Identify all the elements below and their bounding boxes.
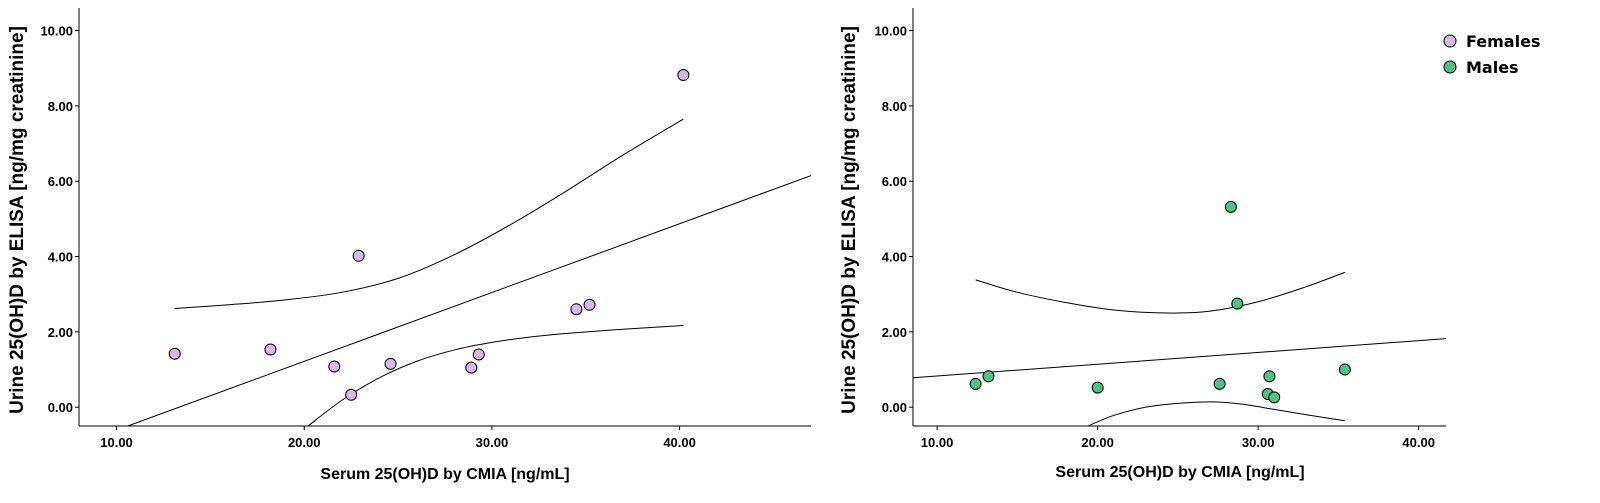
x-tick-label: 30.00 [476,435,509,450]
data-point-females [168,347,181,360]
y-tick-label: 0.00 [882,400,907,415]
data-point-males [1263,370,1276,383]
data-point-females [345,388,358,401]
data-point-males [1338,363,1351,376]
y-tick-label: 0.00 [48,400,73,415]
data-point-males [969,377,982,390]
ci-lower-curve [307,324,684,426]
data-point-females [328,360,341,373]
x-tick-label: 10.00 [100,435,133,450]
data-point-females [465,361,478,374]
y-tick-label: 2.00 [48,325,73,340]
y-tick-label: 8.00 [48,99,73,114]
data-point-females [472,348,485,361]
regression-line [127,175,811,426]
x-tick-label: 20.00 [288,435,321,450]
data-point-females [384,357,397,370]
legend-marker-females [1443,34,1457,48]
x-tick-label: 20.00 [1081,435,1114,450]
regression-line [913,338,1446,379]
panel-males: Urine 25(OH)D by ELISA [ng/mg creatinine… [839,8,1446,481]
y-axis-label-males: Urine 25(OH)D by ELISA [ng/mg creatinine… [839,26,860,414]
legend-marker-males [1443,60,1457,74]
y-tick-label: 4.00 [48,250,73,265]
y-tick-label: 10.00 [40,24,73,39]
data-point-females [570,303,583,316]
y-tick-label: 6.00 [882,174,907,189]
ci-lower-curve [1087,401,1345,426]
data-point-males [982,370,995,383]
y-tick-label: 6.00 [48,174,73,189]
x-axis-label-females: Serum 25(OH)D by CMIA [ng/mL] [320,466,569,483]
y-tick-label: 4.00 [882,250,907,265]
data-point-males [1213,377,1226,390]
ci-upper-curve [174,118,684,310]
data-point-males [1224,200,1237,213]
y-tick-label: 10.00 [874,24,907,39]
legend-label-females: Females [1466,32,1540,51]
y-axis-label-females: Urine 25(OH)D by ELISA [ng/mg creatinine… [7,26,28,414]
legend: Females Males [1443,32,1540,77]
y-tick-label: 8.00 [882,99,907,114]
data-point-females [583,298,596,311]
data-point-males [1231,297,1244,310]
fit-lines [127,118,811,426]
legend-label-males: Males [1466,58,1519,77]
data-point-females [264,343,277,356]
x-tick-label: 10.00 [921,435,954,450]
data-point-females [677,69,690,82]
x-tick-label: 40.00 [663,435,696,450]
fit-lines [913,271,1446,426]
panel-females: Urine 25(OH)D by ELISA [ng/mg creatinine… [7,8,811,483]
y-tick-label: 2.00 [882,325,907,340]
x-tick-label: 40.00 [1402,435,1435,450]
data-point-males [1268,391,1281,404]
data-point-females [352,249,365,262]
data-point-males [1091,381,1104,394]
x-axis-label-males: Serum 25(OH)D by CMIA [ng/mL] [1055,464,1304,481]
ci-upper-curve [975,271,1346,314]
x-tick-label: 30.00 [1242,435,1275,450]
